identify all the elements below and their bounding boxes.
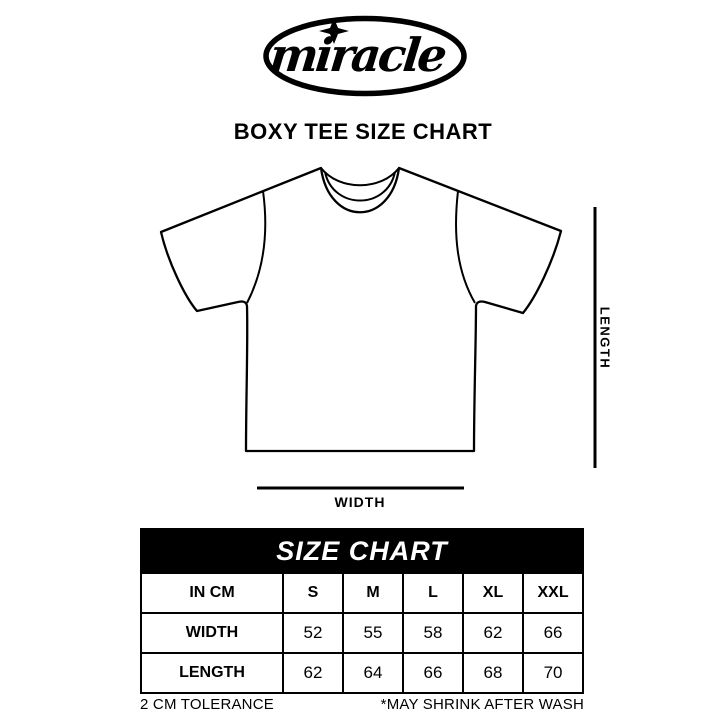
width-value-xxl: 66 <box>521 612 585 654</box>
length-value-l: 66 <box>402 652 464 694</box>
row-label-width: WIDTH <box>140 612 284 654</box>
column-header-unit: IN CM <box>140 572 284 614</box>
footnotes: 2 CM TOLERANCE *MAY SHRINK AFTER WASH <box>140 696 584 713</box>
tee-outline <box>159 166 563 453</box>
table-header-row: IN CM S M L XL XXL <box>140 572 585 614</box>
size-chart-table: SIZE CHART IN CM S M L XL XXL WIDTH 52 5… <box>139 528 585 694</box>
tee-armhole-seam-left <box>246 190 267 304</box>
table-row-width: WIDTH 52 55 58 62 66 <box>140 612 585 654</box>
width-value-s: 52 <box>282 612 344 654</box>
width-label: WIDTH <box>334 494 386 510</box>
width-value-m: 55 <box>342 612 404 654</box>
footnote-tolerance: 2 CM TOLERANCE <box>140 696 274 713</box>
logo-oval <box>263 15 467 97</box>
length-value-m: 64 <box>342 652 404 694</box>
footnote-shrink: *MAY SHRINK AFTER WASH <box>380 696 584 713</box>
length-value-xl: 68 <box>462 652 524 694</box>
tee-armhole-seam-right <box>455 190 476 304</box>
column-header-xl: XL <box>462 572 524 614</box>
logo-text: miracle <box>267 28 448 82</box>
page-title: BOXY TEE SIZE CHART <box>233 119 493 144</box>
column-header-m: M <box>342 572 404 614</box>
length-value-s: 62 <box>282 652 344 694</box>
logo-star-icon <box>319 18 349 44</box>
brand-logo: miracle <box>263 15 467 97</box>
column-header-l: L <box>402 572 464 614</box>
size-chart-title-bar: SIZE CHART <box>139 528 585 574</box>
tee-collar-back-seam <box>320 167 400 187</box>
row-label-length: LENGTH <box>140 652 284 694</box>
tee-diagram <box>159 166 597 490</box>
column-header-xxl: XXL <box>521 572 585 614</box>
table-row-length: LENGTH 62 64 66 68 70 <box>140 652 585 694</box>
length-label: LENGTH <box>597 306 613 370</box>
width-value-xl: 62 <box>462 612 524 654</box>
length-value-xxl: 70 <box>521 652 585 694</box>
tee-collar-inner-seam <box>324 171 396 202</box>
width-value-l: 58 <box>402 612 464 654</box>
column-header-s: S <box>282 572 344 614</box>
